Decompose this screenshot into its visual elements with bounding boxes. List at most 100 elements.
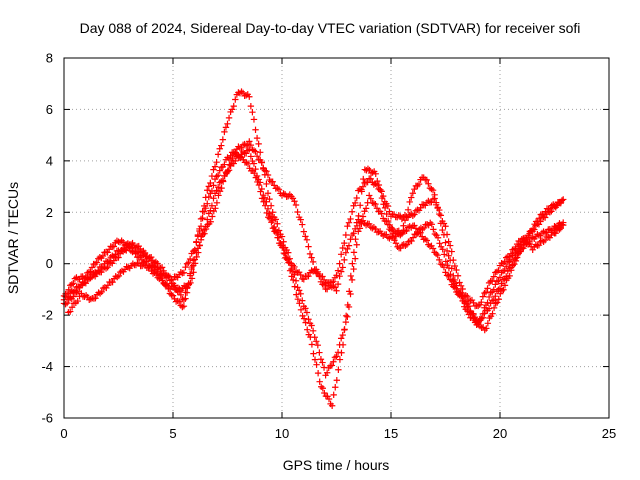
- data-point: [344, 245, 351, 253]
- data-point: [481, 289, 488, 297]
- data-point: [316, 378, 323, 385]
- data-point: [266, 195, 273, 203]
- data-point: [316, 349, 323, 356]
- y-tick-label: 2: [46, 205, 53, 220]
- data-point: [490, 296, 497, 304]
- data-point: [469, 310, 476, 317]
- data-point: [507, 250, 515, 257]
- data-point: [272, 216, 279, 223]
- data-point: [325, 279, 332, 286]
- data-point: [436, 240, 443, 247]
- data-point: [104, 264, 111, 271]
- data-point: [517, 248, 524, 255]
- data-point: [247, 153, 255, 160]
- data-point: [70, 293, 77, 300]
- data-point: [230, 102, 237, 110]
- data-point: [208, 202, 216, 209]
- data-point: [403, 227, 410, 235]
- data-point: [453, 285, 460, 292]
- data-point: [432, 250, 440, 258]
- data-point: [250, 160, 258, 167]
- data-point: [135, 242, 142, 250]
- data-point: [152, 264, 160, 271]
- data-point: [325, 395, 333, 403]
- data-point: [372, 200, 379, 208]
- data-point: [158, 264, 166, 271]
- y-tick-label: -2: [41, 308, 53, 323]
- data-point: [118, 237, 125, 244]
- data-point: [506, 253, 513, 260]
- data-point: [529, 225, 537, 233]
- data-point: [215, 192, 222, 199]
- data-point: [292, 201, 300, 209]
- data-point: [378, 194, 386, 202]
- data-point: [258, 159, 265, 166]
- data-point: [258, 195, 266, 202]
- data-point: [425, 241, 432, 248]
- data-point: [74, 288, 82, 295]
- data-point: [358, 188, 365, 195]
- data-point: [263, 209, 270, 217]
- data-point: [314, 268, 322, 275]
- x-axis-label: GPS time / hours: [283, 457, 390, 473]
- data-point: [291, 198, 298, 205]
- data-point: [492, 292, 499, 300]
- data-point: [367, 175, 374, 183]
- y-tick-label: 6: [46, 102, 53, 117]
- data-point: [523, 236, 530, 244]
- data-point: [328, 362, 336, 369]
- data-point: [432, 199, 440, 206]
- data-point: [321, 389, 328, 397]
- data-point: [193, 253, 200, 261]
- data-point: [339, 331, 346, 339]
- data-point: [510, 245, 518, 253]
- data-point: [99, 252, 107, 260]
- data-point: [475, 302, 482, 310]
- data-point: [482, 288, 490, 296]
- data-point: [255, 140, 262, 148]
- data-point: [512, 257, 520, 265]
- data-point: [353, 222, 361, 230]
- data-point: [96, 253, 104, 261]
- data-point: [183, 260, 191, 267]
- data-point: [297, 216, 304, 223]
- data-point: [459, 285, 466, 293]
- data-point: [102, 265, 110, 272]
- data-point: [305, 316, 312, 323]
- data-point: [309, 258, 317, 266]
- data-point: [430, 226, 437, 233]
- data-point: [355, 187, 362, 194]
- data-point: [417, 204, 424, 212]
- data-point: [492, 281, 499, 288]
- data-point: [213, 158, 220, 166]
- data-point: [210, 195, 217, 202]
- data-point: [351, 199, 359, 207]
- data-point: [342, 249, 350, 256]
- data-point: [202, 194, 209, 201]
- data-point: [490, 304, 498, 312]
- data-point: [411, 211, 418, 218]
- data-point: [274, 234, 281, 241]
- data-point: [456, 279, 463, 286]
- data-point: [285, 259, 292, 266]
- data-point: [307, 333, 314, 341]
- plot-area: [60, 88, 567, 409]
- data-point: [92, 295, 99, 302]
- data-point: [294, 208, 301, 216]
- data-point: [458, 292, 465, 299]
- data-point: [383, 210, 390, 218]
- data-point: [462, 300, 470, 307]
- data-point: [207, 218, 214, 225]
- data-point: [303, 236, 311, 244]
- data-point: [191, 247, 198, 254]
- data-point: [213, 187, 220, 194]
- data-point: [163, 280, 171, 288]
- data-point: [207, 179, 214, 187]
- data-point: [247, 141, 255, 149]
- data-point: [303, 309, 311, 316]
- data-point: [110, 243, 118, 250]
- data-point: [199, 214, 206, 222]
- data-point: [74, 297, 81, 305]
- data-point: [403, 213, 410, 220]
